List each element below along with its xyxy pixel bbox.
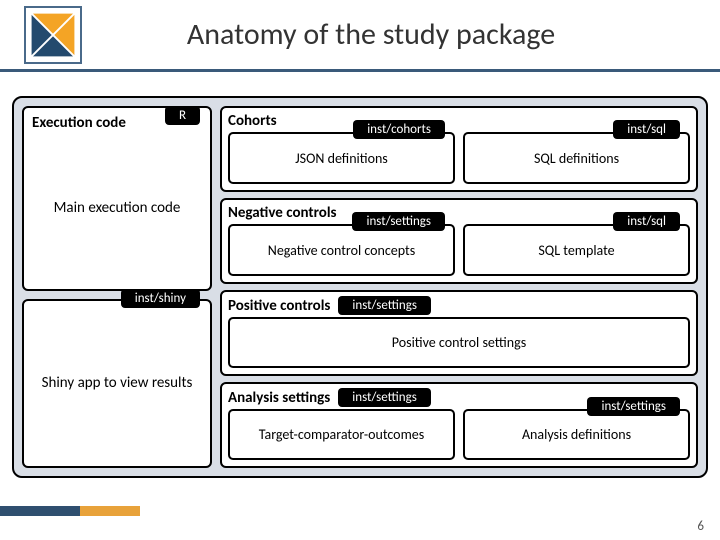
right-column: Cohorts inst/cohorts JSON definitions in… [220,106,698,468]
ana-left-badge: inst/settings [338,388,431,407]
inst-cohorts-badge: inst/cohorts [353,120,445,139]
left-column: Execution code R Main execution code ins… [22,106,212,468]
cohorts-row: Cohorts inst/cohorts JSON definitions in… [220,106,698,192]
analysis-settings-row: Analysis settings inst/settings Target-c… [220,382,698,468]
negative-controls-row: Negative controls inst/settings Negative… [220,198,698,284]
neg-concepts-cell: inst/settings Negative control concepts [228,224,455,276]
shiny-text: Shiny app to view results [32,307,202,460]
cohorts-json-text: JSON definitions [295,150,388,167]
execution-code-panel: Execution code R Main execution code [22,106,212,291]
execution-code-text: Main execution code [32,134,202,283]
neg-concepts-text: Negative control concepts [268,242,415,259]
shiny-panel: inst/shiny Shiny app to view results [22,299,212,468]
ana-tco-cell: Target-comparator-outcomes [228,409,455,460]
neg-settings-badge: inst/settings [352,212,445,231]
header: Anatomy of the study package [0,0,720,72]
cohorts-sql-badge: inst/sql [613,120,680,139]
neg-sql-cell: inst/sql SQL template [463,224,690,276]
cohorts-sql-text: SQL definitions [534,150,619,167]
neg-sql-badge: inst/sql [613,212,680,231]
shiny-badge: inst/shiny [121,289,200,308]
logo [24,6,82,64]
footer-bar [0,506,720,516]
footer-segment-orange [80,506,140,516]
pos-settings-text: Positive control settings [392,334,526,351]
pos-settings-badge: inst/settings [338,296,431,315]
slide-title: Anatomy of the study package [82,16,720,53]
ana-def-cell: inst/settings Analysis definitions [463,409,690,460]
page-number: 6 [697,519,704,534]
pos-settings-cell: Positive control settings [228,317,690,368]
r-badge: R [165,106,200,125]
footer-segment-dark [0,506,80,516]
diagram-frame: Execution code R Main execution code ins… [12,96,708,478]
ana-tco-text: Target-comparator-outcomes [259,426,424,443]
cohorts-sql-cell: inst/sql SQL definitions [463,132,690,184]
analysis-settings-title: Analysis settings [228,389,330,407]
positive-controls-title: Positive controls [228,297,330,315]
ana-right-badge: inst/settings [587,397,680,416]
positive-controls-row: Positive controls inst/settings Positive… [220,290,698,376]
ana-def-text: Analysis definitions [522,426,631,443]
neg-sql-text: SQL template [538,242,614,259]
cohorts-json-cell: inst/cohorts JSON definitions [228,132,455,184]
